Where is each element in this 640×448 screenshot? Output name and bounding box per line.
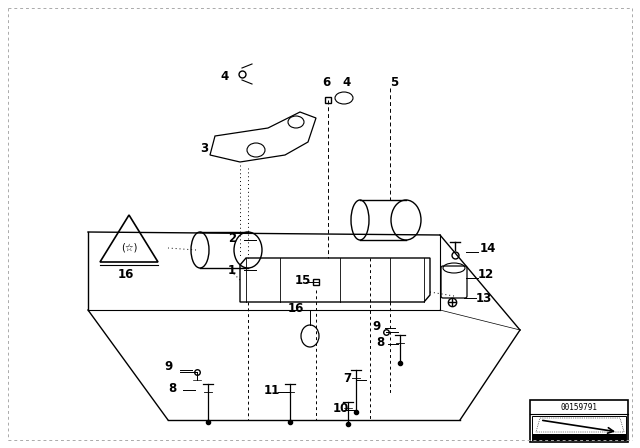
Text: 7: 7 <box>343 371 351 384</box>
Text: 4: 4 <box>220 69 228 82</box>
Text: 1: 1 <box>228 263 236 276</box>
Text: 14: 14 <box>480 241 497 254</box>
Text: 3: 3 <box>200 142 208 155</box>
Text: 2: 2 <box>228 232 236 245</box>
Text: 9: 9 <box>372 319 380 332</box>
Bar <box>532 416 626 440</box>
Text: 11: 11 <box>264 383 280 396</box>
Bar <box>532 434 626 441</box>
Text: 12: 12 <box>478 268 494 281</box>
Text: 00159791: 00159791 <box>561 404 598 413</box>
Text: 16: 16 <box>118 267 134 280</box>
Text: 8: 8 <box>376 336 384 349</box>
Bar <box>530 400 628 442</box>
Text: 5: 5 <box>390 76 398 89</box>
Text: 8: 8 <box>168 382 176 395</box>
Text: 9: 9 <box>164 361 172 374</box>
Text: 10: 10 <box>333 401 349 414</box>
Text: 6: 6 <box>322 76 330 89</box>
Text: (☆): (☆) <box>121 243 137 253</box>
Text: 16: 16 <box>288 302 305 314</box>
Text: 4: 4 <box>342 76 350 89</box>
Text: 15: 15 <box>295 273 312 287</box>
Text: 13: 13 <box>476 292 492 305</box>
